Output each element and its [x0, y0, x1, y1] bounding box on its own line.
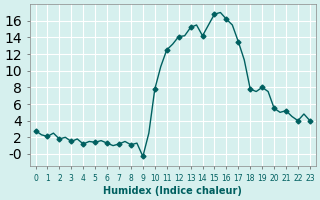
X-axis label: Humidex (Indice chaleur): Humidex (Indice chaleur): [103, 186, 242, 196]
